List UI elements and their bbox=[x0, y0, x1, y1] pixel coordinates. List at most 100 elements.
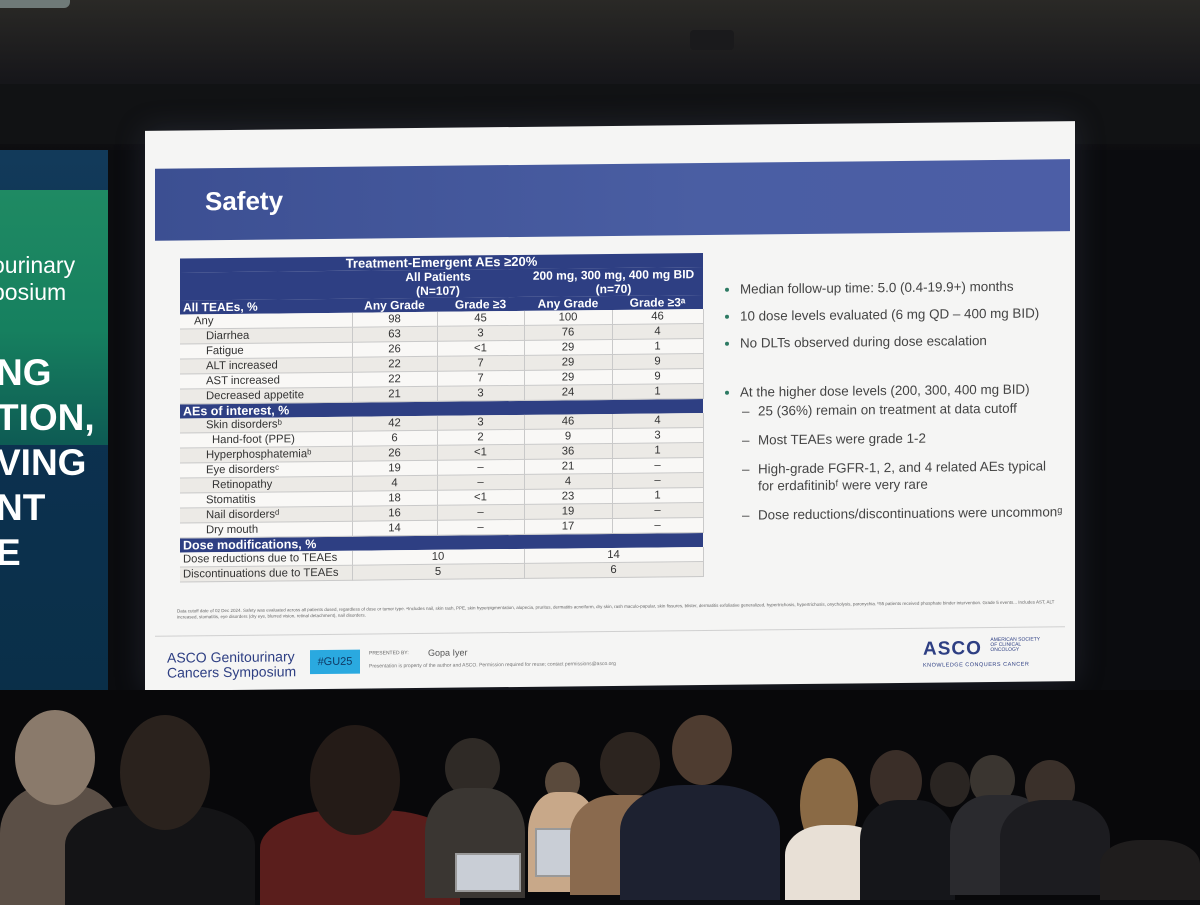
side-banner-screen: ourinary posium NG TION, VING NT E bbox=[0, 150, 108, 710]
table-cell: 4 bbox=[612, 413, 704, 429]
symposium-logo: ASCO Genitourinary Cancers Symposium bbox=[167, 648, 297, 681]
column-header-any-grade: Any Grade bbox=[352, 297, 437, 313]
audience-person-head bbox=[930, 762, 970, 807]
side-banner-big-line: VING bbox=[0, 442, 87, 483]
sub-bullet-item: Dose reductions/discontinuations were un… bbox=[723, 503, 1063, 524]
table-cell: 18 bbox=[352, 490, 437, 507]
table-cell: 26 bbox=[352, 341, 437, 358]
table-cell: 3 bbox=[612, 427, 704, 444]
table-cell: 3 bbox=[437, 325, 524, 342]
audience-person-head bbox=[600, 732, 660, 797]
sub-bullet-item: Most TEAEs were grade 1-2 bbox=[723, 428, 1063, 449]
table-cell: 4 bbox=[524, 473, 612, 490]
slide-header-bar: Safety bbox=[155, 159, 1070, 241]
side-banner-top-text: ourinary posium bbox=[0, 252, 108, 306]
column-header-grade3a: Grade ≥3ᵃ bbox=[612, 295, 704, 310]
asco-logo: ASCO AMERICAN SOCIETY OF CLINICAL ONCOLO… bbox=[923, 636, 1040, 668]
table-cell: 29 bbox=[524, 369, 612, 386]
table-cell: 4 bbox=[352, 475, 437, 492]
table-cell: 9 bbox=[612, 353, 704, 370]
table-cell: 7 bbox=[437, 370, 524, 387]
table-cell: – bbox=[612, 472, 704, 489]
asco-society-name: AMERICAN SOCIETY OF CLINICAL ONCOLOGY bbox=[990, 636, 1040, 654]
table-cell: 17 bbox=[524, 518, 612, 535]
audience-person-head bbox=[310, 725, 400, 835]
table-cell: 23 bbox=[524, 488, 612, 505]
summary-bullets: Median follow-up time: 5.0 (0.4-19.9+) m… bbox=[723, 277, 1063, 536]
chair-row bbox=[1100, 840, 1200, 900]
table-cell: 6 bbox=[352, 430, 437, 447]
table-cell: 29 bbox=[524, 339, 612, 356]
table-cell: 19 bbox=[352, 460, 437, 477]
row-label: Dose reductions due to TEAEs bbox=[180, 550, 352, 568]
table-cell: 76 bbox=[524, 324, 612, 341]
audience-person-head bbox=[672, 715, 732, 785]
table-cell: <1 bbox=[437, 444, 524, 461]
permission-notice: Presentation is property of the author a… bbox=[369, 660, 616, 670]
table-cell: 1 bbox=[612, 487, 704, 504]
table-cell: 7 bbox=[437, 355, 524, 372]
side-banner-big-line: E bbox=[0, 532, 21, 573]
table-cell: 29 bbox=[524, 354, 612, 371]
table-cell: 98 bbox=[352, 311, 437, 328]
asco-wordmark: ASCO bbox=[923, 638, 982, 660]
table-header-blank bbox=[180, 270, 352, 301]
presentation-slide: Safety Treatment-Emergent AEs ≥20% All P… bbox=[145, 121, 1075, 691]
table-cell: 1 bbox=[612, 383, 704, 400]
table-cell: <1 bbox=[437, 489, 524, 506]
table-cell: 5 bbox=[352, 563, 524, 581]
table-cell: – bbox=[437, 459, 524, 476]
table-cell: 100 bbox=[524, 309, 612, 326]
audience-person-head bbox=[120, 715, 210, 830]
group-header-high-dose: 200 mg, 300 mg, 400 mg BID (n=70) bbox=[524, 267, 704, 297]
teae-table: Treatment-Emergent AEs ≥20% All Patients… bbox=[180, 253, 704, 583]
table-cell: 26 bbox=[352, 445, 437, 462]
table-cell: 14 bbox=[352, 520, 437, 537]
table-cell: 19 bbox=[524, 503, 612, 520]
table-cell: 9 bbox=[524, 428, 612, 445]
group-name: 200 mg, 300 mg, 400 mg BID bbox=[532, 267, 695, 283]
table-cell: 63 bbox=[352, 326, 437, 343]
column-header-any-grade: Any Grade bbox=[524, 295, 612, 311]
symposium-logo-line: Cancers Symposium bbox=[167, 663, 297, 681]
side-banner-green-panel: ourinary posium bbox=[0, 190, 108, 445]
side-banner-headline: NG TION, VING NT E bbox=[0, 350, 108, 575]
bullet-item: At the higher dose levels (200, 300, 400… bbox=[723, 380, 1063, 401]
table-cell: 45 bbox=[437, 310, 524, 327]
group-header-all-patients: All Patients (N=107) bbox=[352, 268, 524, 299]
sub-bullet-item: High-grade FGFR-1, 2, and 4 related AEs … bbox=[723, 457, 1063, 495]
hashtag-badge: #GU25 bbox=[310, 649, 360, 675]
table-cell: 2 bbox=[437, 429, 524, 446]
row-label: Discontinuations due to TEAEs bbox=[180, 565, 352, 583]
bullet-item: Median follow-up time: 5.0 (0.4-19.9+) m… bbox=[723, 277, 1063, 298]
bullet-item: 10 dose levels evaluated (6 mg QD – 400 … bbox=[723, 304, 1063, 325]
audience-person bbox=[1000, 800, 1110, 895]
side-banner-line: ourinary bbox=[0, 252, 76, 278]
table-cell: <1 bbox=[437, 340, 524, 357]
table-cell: 21 bbox=[352, 386, 437, 403]
footer-divider bbox=[155, 626, 1065, 637]
audience-person bbox=[860, 800, 955, 900]
laptop bbox=[455, 853, 521, 892]
table-cell: 22 bbox=[352, 356, 437, 373]
projector bbox=[690, 30, 734, 50]
audience-person bbox=[620, 785, 780, 900]
audience-area bbox=[0, 690, 1200, 905]
side-banner-line: posium bbox=[0, 279, 67, 305]
side-banner-big-line: TION, bbox=[0, 397, 95, 438]
table-cell: – bbox=[612, 517, 704, 534]
ceiling-light bbox=[0, 0, 70, 8]
side-banner-big-line: NG bbox=[0, 352, 52, 393]
table-cell: 21 bbox=[524, 458, 612, 475]
sub-bullet-item: 25 (36%) remain on treatment at data cut… bbox=[723, 399, 1063, 420]
table-cell: 4 bbox=[612, 323, 704, 340]
side-banner-big-line: NT bbox=[0, 487, 46, 528]
table-cell: – bbox=[612, 502, 704, 519]
teae-table-wrapper: Treatment-Emergent AEs ≥20% All Patients… bbox=[180, 253, 704, 583]
table-cell: 36 bbox=[524, 443, 612, 460]
table-cell: 42 bbox=[352, 415, 437, 432]
table-cell: 3 bbox=[437, 385, 524, 402]
table-cell: – bbox=[437, 474, 524, 491]
slide-title: Safety bbox=[205, 185, 284, 217]
presented-by-label: PRESENTED BY: bbox=[369, 650, 409, 657]
